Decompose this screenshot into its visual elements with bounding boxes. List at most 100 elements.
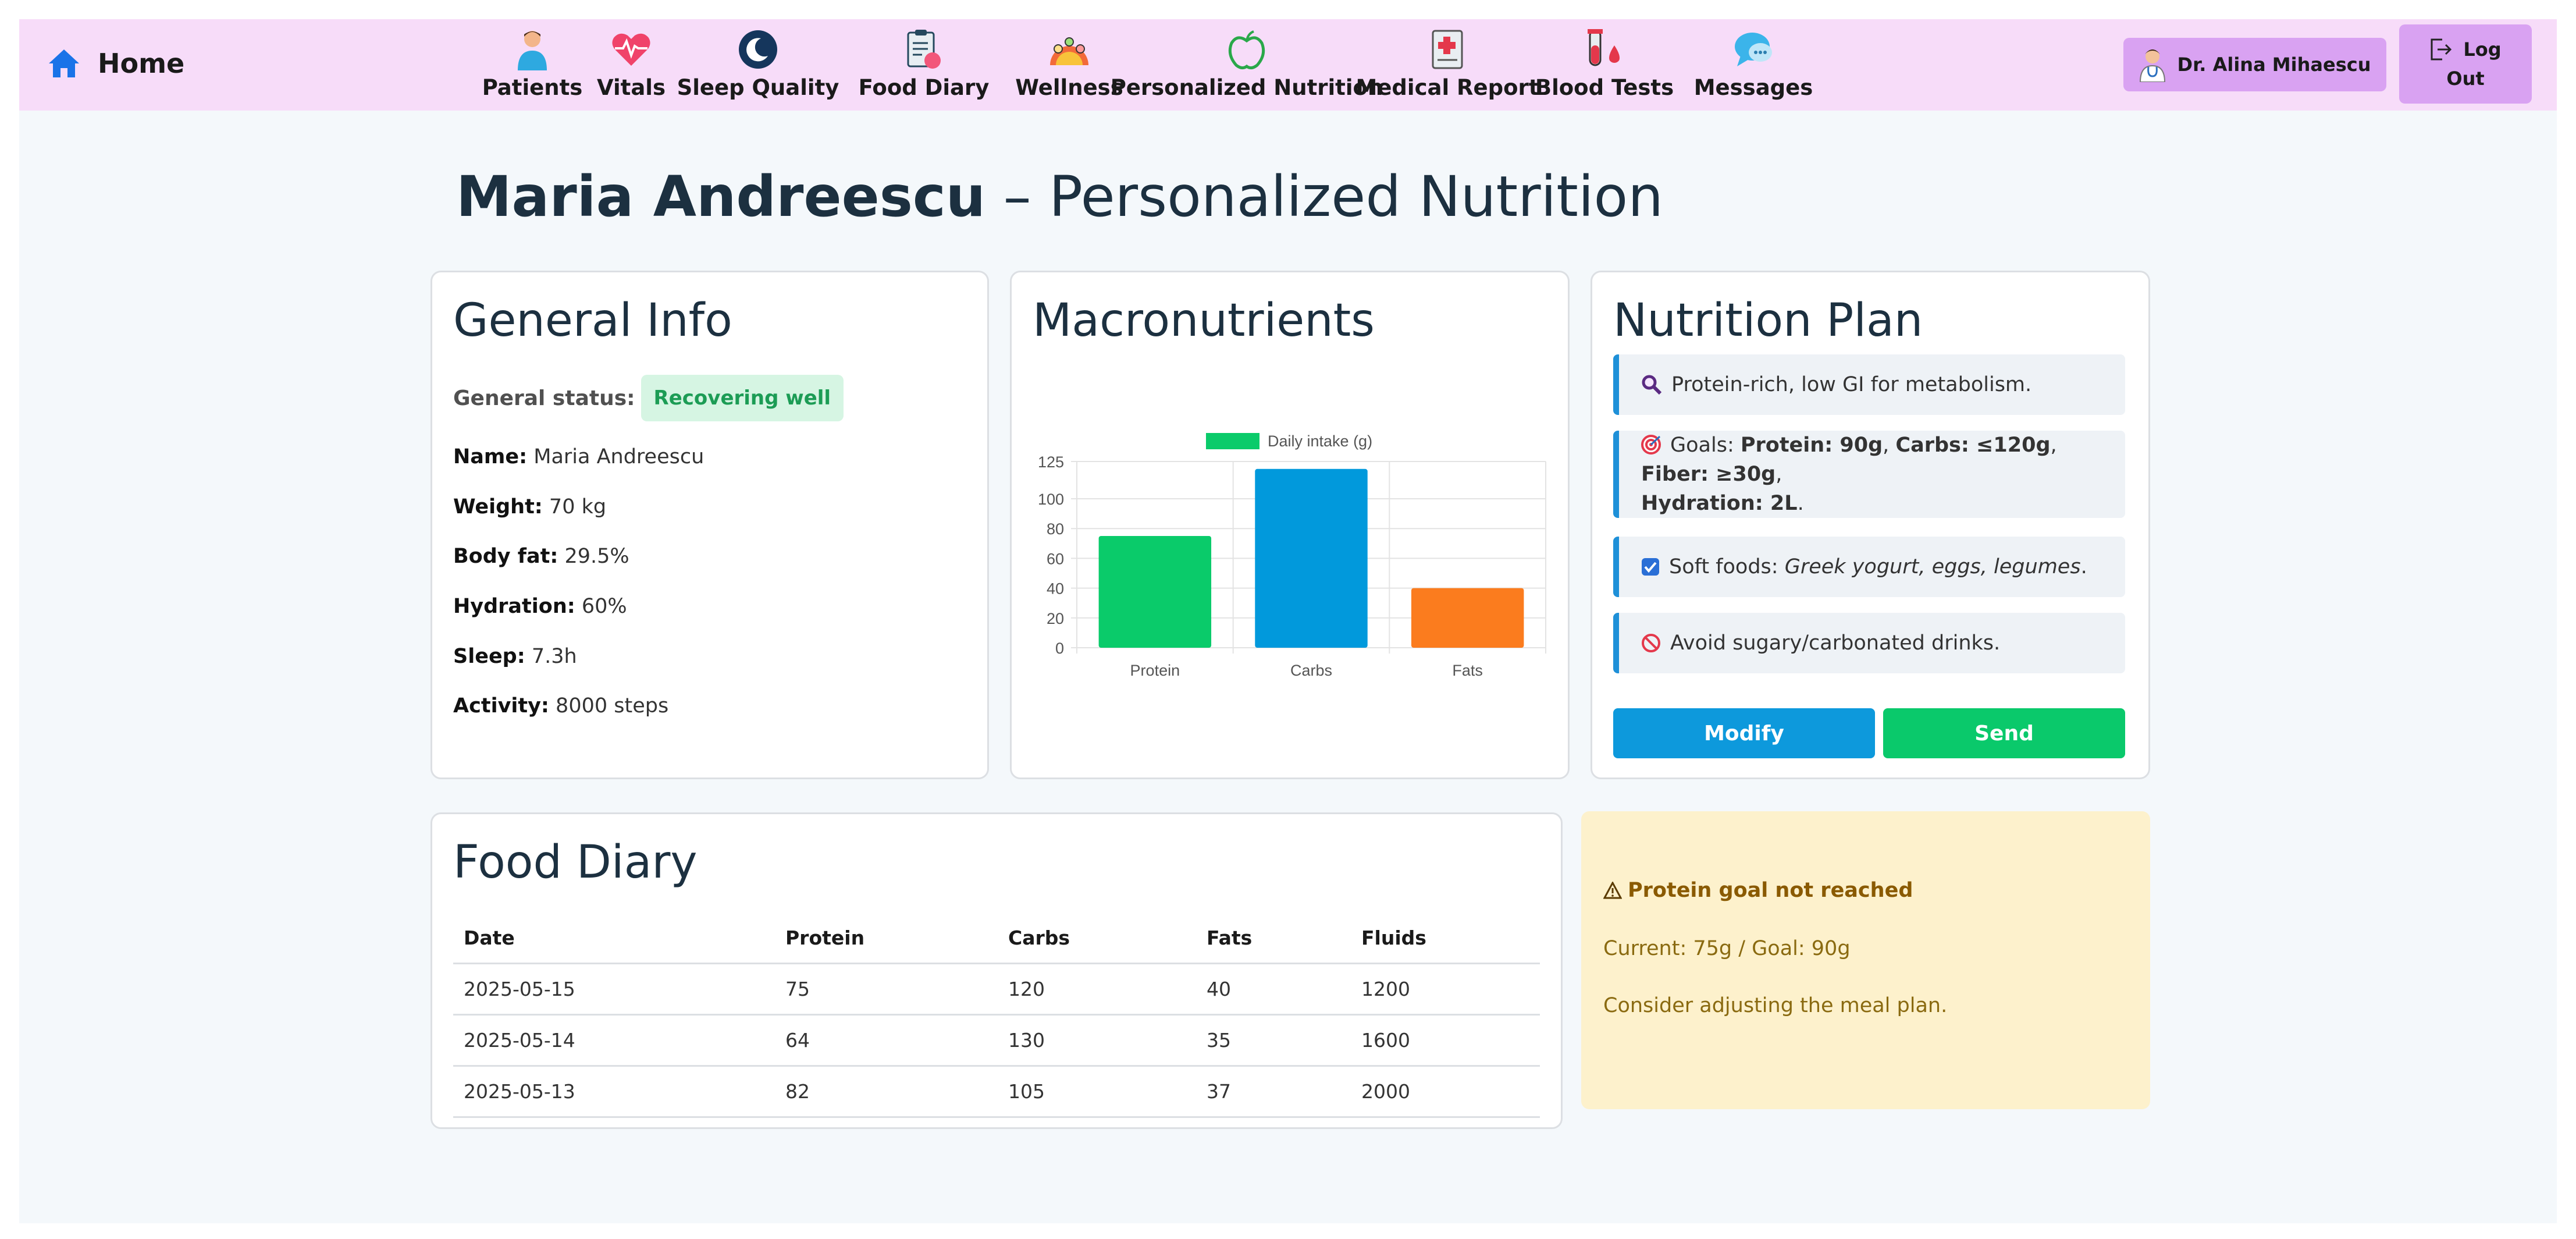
nav-item-patients[interactable]: Patients	[465, 24, 599, 108]
nav-label-sleep-quality: Sleep Quality	[677, 75, 839, 100]
medical-report-icon	[1432, 30, 1463, 69]
nav-label-messages: Messages	[1693, 75, 1813, 100]
cell-fats: 40	[1196, 963, 1351, 1016]
info-hydration-value: 60%	[575, 595, 627, 618]
nav-item-medical-report[interactable]: Medical Report	[1356, 24, 1539, 108]
nav-item-vitals[interactable]: Vitals	[582, 24, 681, 108]
moon-icon	[739, 30, 777, 69]
nav-label-vitals: Vitals	[596, 75, 666, 100]
table-row: 2025-05-15 75 120 40 1200	[453, 963, 1540, 1016]
plan-goal-end: .	[1797, 492, 1804, 515]
info-hydration-label: Hydration:	[453, 595, 575, 618]
info-activity: Activity: 8000 steps	[453, 694, 668, 718]
nav-item-sleep-quality[interactable]: Sleep Quality	[674, 24, 842, 108]
plan-goal-carbs: Carbs: ≤120g	[1895, 434, 2051, 457]
warning-icon	[1603, 882, 1622, 899]
logout-icon	[2431, 38, 2452, 61]
column-header-date: Date	[453, 913, 775, 964]
plan-item-soft-foods: Soft foods: Greek yogurt, eggs, legumes.	[1613, 537, 2125, 597]
plan-goals-prefix: Goals:	[1670, 434, 1741, 457]
apple-icon	[1228, 30, 1265, 70]
nav-item-wellness[interactable]: Wellness	[1002, 24, 1136, 108]
food-diary-card: Food Diary Date Protein Carbs Fats Fluid…	[430, 812, 1563, 1129]
y-tick-label: 80	[1047, 520, 1064, 538]
info-hydration: Hydration: 60%	[453, 595, 627, 618]
target-icon	[1641, 435, 1661, 455]
plan-soft-foods-list: Greek yogurt, eggs, legumes	[1784, 555, 2081, 578]
page-title: Maria Andreescu – Personalized Nutrition	[456, 164, 1663, 229]
info-name: Name: Maria Andreescu	[453, 445, 704, 468]
cell-protein: 82	[775, 1066, 998, 1118]
info-weight-label: Weight:	[453, 495, 543, 519]
nav-item-messages[interactable]: Messages	[1681, 24, 1826, 108]
checkbox-icon	[1642, 558, 1659, 576]
info-body-fat-value: 29.5%	[558, 545, 629, 568]
alert-current-vs-goal: Current: 75g / Goal: 90g	[1603, 937, 1851, 960]
home-link[interactable]: Home	[47, 47, 184, 80]
bar-carbs	[1255, 468, 1368, 648]
cell-fats: 35	[1196, 1014, 1351, 1067]
nav-label-wellness: Wellness	[1015, 75, 1123, 100]
cell-date: 2025-05-13	[453, 1066, 775, 1118]
y-tick-label: 125	[1038, 453, 1064, 471]
plan-goal-hydration: Hydration: 2L	[1641, 492, 1798, 515]
nutrition-plan-card: Nutrition Plan Protein-rich, low GI for …	[1591, 271, 2150, 779]
nav-label-blood-tests: Blood Tests	[1535, 75, 1674, 100]
plan-soft-foods-prefix: Soft foods:	[1669, 555, 1785, 578]
info-weight-value: 70 kg	[542, 495, 607, 519]
y-tick-label: 20	[1047, 610, 1064, 627]
general-info-card: General Info General status: Recovering …	[430, 271, 989, 779]
info-weight: Weight: 70 kg	[453, 495, 606, 519]
info-sleep-value: 7.3h	[525, 645, 577, 668]
blood-test-icon	[1588, 29, 1620, 66]
info-activity-label: Activity:	[453, 694, 549, 718]
general-status-label: General status:	[453, 386, 635, 410]
table-header-row: Date Protein Carbs Fats Fluids	[453, 913, 1540, 964]
food-diary-table: Date Protein Carbs Fats Fluids 2025-05-1…	[453, 913, 1540, 1118]
home-label: Home	[98, 48, 185, 79]
doctor-profile-button[interactable]: Dr. Alina Mihaescu	[2123, 38, 2386, 91]
nav-item-food-diary[interactable]: Food Diary	[851, 24, 997, 108]
table-row: 2025-05-14 64 130 35 1600	[453, 1014, 1540, 1067]
x-tick-label: Fats	[1452, 662, 1483, 679]
top-navbar: Home Patients Vitals Sleep Qu	[19, 19, 2557, 111]
alert-title-text: Protein goal not reached	[1628, 879, 1913, 902]
legend-label: Daily intake (g)	[1268, 432, 1372, 450]
legend-swatch	[1206, 433, 1259, 449]
cell-fluids: 1600	[1351, 1014, 1540, 1067]
logout-button[interactable]: Log Out	[2399, 24, 2532, 104]
cell-protein: 75	[775, 963, 998, 1016]
modify-button[interactable]: Modify	[1613, 708, 1875, 758]
patients-icon	[518, 31, 547, 70]
prohibited-icon	[1642, 634, 1660, 652]
send-button[interactable]: Send	[1883, 708, 2125, 758]
general-info-title: General Info	[453, 294, 732, 347]
status-badge: Recovering well	[641, 375, 844, 421]
y-tick-label: 0	[1055, 640, 1064, 657]
plan-goal-sep2: ,	[2050, 434, 2057, 457]
plan-item-goals: Goals: Protein: 90g, Carbs: ≤120g, Fiber…	[1613, 431, 2125, 518]
cell-fats: 37	[1196, 1066, 1351, 1118]
heart-pulse-icon	[612, 33, 650, 66]
info-sleep: Sleep: 7.3h	[453, 645, 577, 668]
info-name-value: Maria Andreescu	[527, 445, 705, 468]
nav-item-personalized-nutrition[interactable]: Personalized Nutrition	[1111, 24, 1383, 108]
nav-label-patients: Patients	[482, 75, 583, 100]
info-body-fat-label: Body fat:	[453, 545, 558, 568]
plan-goal-fiber: Fiber: ≥30g	[1641, 463, 1776, 486]
cell-carbs: 130	[998, 1014, 1196, 1067]
doctor-avatar-icon	[2139, 49, 2165, 82]
plan-soft-foods-end: .	[2080, 555, 2087, 578]
info-body-fat: Body fat: 29.5%	[453, 545, 629, 568]
nav-item-blood-tests[interactable]: Blood Tests	[1532, 24, 1677, 108]
clipboard-food-icon	[907, 30, 941, 69]
macronutrients-title: Macronutrients	[1033, 294, 1375, 347]
table-row: 2025-05-13 82 105 37 2000	[453, 1066, 1540, 1118]
cell-carbs: 120	[998, 963, 1196, 1016]
plan-item-diet-text: Protein-rich, low GI for metabolism.	[1671, 373, 2032, 396]
plan-item-diet: Protein-rich, low GI for metabolism.	[1613, 354, 2125, 415]
nav-label-food-diary: Food Diary	[858, 75, 990, 100]
protein-alert: Protein goal not reached Current: 75g / …	[1581, 811, 2150, 1109]
home-icon	[49, 49, 79, 77]
bar-protein	[1098, 536, 1212, 648]
